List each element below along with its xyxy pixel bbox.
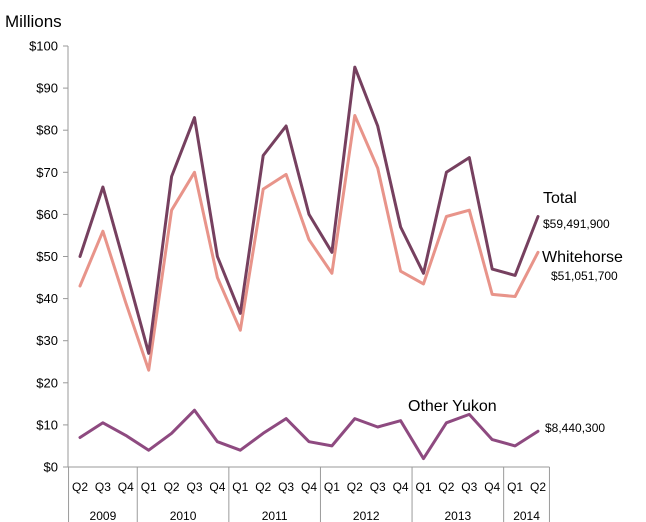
x-tick-label: Q1 xyxy=(415,480,431,494)
x-tick-label: Q2 xyxy=(255,480,271,494)
series-end-value-whitehorse: $51,051,700 xyxy=(551,269,618,283)
series-layer xyxy=(78,65,540,461)
y-tick-label: $100 xyxy=(29,39,58,54)
y-tick-label: $0 xyxy=(44,460,58,475)
x-tick-label: Q2 xyxy=(530,480,546,494)
x-tick-label: Q4 xyxy=(393,480,409,494)
x-tick-label: Q1 xyxy=(324,480,340,494)
x-tick-label: Q1 xyxy=(507,480,523,494)
y-tick-label: $50 xyxy=(36,249,58,264)
x-tick-label: Q3 xyxy=(278,480,294,494)
year-label: 2010 xyxy=(170,509,197,522)
x-tick-label: Q1 xyxy=(141,480,157,494)
year-label: 2013 xyxy=(444,509,471,522)
x-tick-label: Q2 xyxy=(164,480,180,494)
series-line-whitehorse xyxy=(78,114,540,372)
x-tick-label: Q4 xyxy=(484,480,500,494)
series-line-other-yukon xyxy=(78,408,540,461)
year-label: 2009 xyxy=(90,509,117,522)
units-label: Millions xyxy=(5,12,62,31)
x-tick-label: Q1 xyxy=(232,480,248,494)
x-tick-label: Q4 xyxy=(301,480,317,494)
series-name-other-yukon: Other Yukon xyxy=(408,398,497,415)
x-axis: Q2 Q3 Q4 Q1 Q2 Q3 Q4 Q1 Q2 Q3 Q4 Q1 Q2 Q3 Q4 Q1 Q2 Q3 Q4 Q1… xyxy=(68,466,550,522)
x-tick-label: Q3 xyxy=(461,480,477,494)
y-tick-label: $90 xyxy=(36,81,58,96)
y-tick-label: $30 xyxy=(36,333,58,348)
series-name-whitehorse: Whitehorse xyxy=(542,249,623,266)
year-label: 2014 xyxy=(513,509,540,522)
series-name-total: Total xyxy=(543,190,577,207)
y-tick-label: $40 xyxy=(36,291,58,306)
x-tick-label: Q2 xyxy=(347,480,363,494)
x-tick-label: Q3 xyxy=(370,480,386,494)
x-tick-label: Q2 xyxy=(438,480,454,494)
y-tick-label: $80 xyxy=(36,123,58,138)
x-tick-label: Q2 xyxy=(72,480,88,494)
y-tick-label: $20 xyxy=(36,375,58,390)
series-labels: Total $59,491,900 Whitehorse $51,051,700 Oth… xyxy=(408,190,623,435)
y-tick-label: $10 xyxy=(36,417,58,432)
series-end-value-total: $59,491,900 xyxy=(543,217,610,231)
y-axis: $0 $10 $20 $30 $40 $50 $60 $70 $80 $90 $100 xyxy=(29,39,69,475)
x-tick-label: Q3 xyxy=(186,480,202,494)
y-tick-label: $70 xyxy=(36,165,58,180)
x-tick-label: Q4 xyxy=(209,480,225,494)
y-tick-label: $60 xyxy=(36,207,58,222)
x-tick-label: Q4 xyxy=(118,480,134,494)
series-line-total xyxy=(78,65,540,355)
year-label: 2011 xyxy=(262,509,288,522)
year-label: 2012 xyxy=(353,509,380,522)
series-end-value-other-yukon: $8,440,300 xyxy=(545,421,605,435)
x-tick-label: Q3 xyxy=(95,480,111,494)
